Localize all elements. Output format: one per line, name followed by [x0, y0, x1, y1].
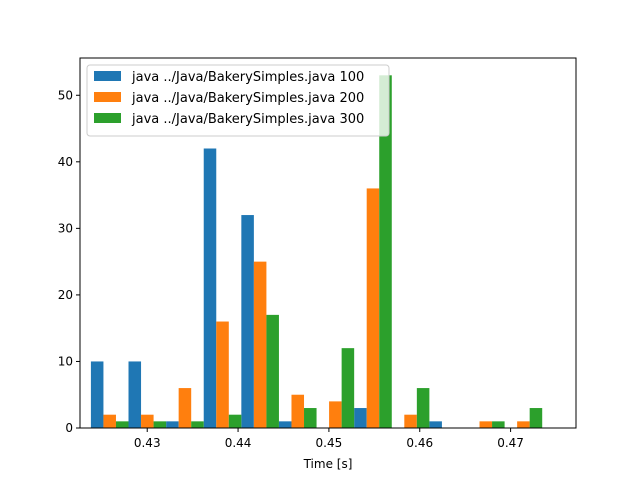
bar-series-2-bin-8 [366, 188, 380, 428]
bar-series-1-bin-6 [278, 421, 292, 428]
bar-series-2-bin-2 [141, 414, 154, 428]
y-tick-label: 0 [65, 421, 73, 435]
bar-series-1-bin-5 [241, 215, 254, 428]
legend-label: java ../Java/BakerySimples.java 300 [131, 112, 364, 127]
bar-series-1-bin-4 [203, 148, 217, 428]
x-tick-label: 0.44 [225, 436, 252, 450]
bar-series-3-bin-2 [153, 421, 167, 428]
y-tick-label: 30 [58, 221, 73, 235]
bar-series-3-bin-5 [266, 314, 279, 428]
y-tick-label: 10 [58, 354, 73, 368]
bar-series-2-bin-12 [517, 421, 530, 428]
x-tick-label: 0.43 [134, 436, 161, 450]
plot-frame [79, 57, 577, 429]
bar-series-1-bin-10 [429, 421, 442, 428]
bar-series-3-bin-7 [341, 348, 355, 428]
bar-series-1-bin-2 [128, 361, 142, 428]
bar-series-3-bin-4 [228, 414, 242, 428]
bar-series-3-bin-9 [416, 388, 430, 428]
bar-series-3-bin-1 [115, 421, 129, 428]
x-tick-label: 0.47 [497, 436, 524, 450]
bars-layer [90, 75, 543, 428]
bar-series-3-bin-6 [304, 408, 317, 428]
bar-series-2-bin-3 [178, 388, 192, 428]
bar-series-2-bin-6 [291, 394, 305, 428]
bar-series-1-bin-1 [90, 361, 104, 428]
y-tick-label: 40 [58, 155, 73, 169]
legend-box [86, 64, 390, 137]
bar-series-3-bin-3 [191, 421, 204, 428]
bar-series-3-bin-8 [379, 75, 392, 428]
bar-series-2-bin-11 [479, 421, 493, 428]
x-tick-label: 0.45 [316, 436, 343, 450]
legend-swatch [94, 71, 121, 81]
bar-series-2-bin-9 [404, 414, 417, 428]
bar-series-1-bin-8 [354, 408, 367, 428]
x-tick-label: 0.46 [406, 436, 433, 450]
y-tick-label: 50 [58, 88, 73, 102]
x-axis-label: Time [s] [303, 457, 353, 471]
legend-label: java ../Java/BakerySimples.java 100 [131, 70, 364, 85]
legend-swatch [94, 92, 121, 102]
legend-swatch [94, 113, 121, 123]
bar-series-2-bin-5 [253, 261, 267, 428]
legend: java ../Java/BakerySimples.java 100 java … [86, 64, 390, 137]
bar-series-3-bin-11 [492, 421, 505, 428]
bar-series-2-bin-7 [329, 401, 342, 428]
y-axis: 0 10 20 30 40 50 [58, 88, 80, 435]
bar-series-2-bin-1 [103, 414, 116, 428]
bar-series-3-bin-12 [529, 408, 543, 428]
bar-series-1-bin-3 [166, 421, 179, 428]
bar-series-2-bin-4 [216, 321, 229, 428]
y-tick-label: 20 [58, 288, 73, 302]
x-axis: 0.43 0.44 0.45 0.46 0.47 [134, 428, 524, 450]
legend-label: java ../Java/BakerySimples.java 200 [131, 91, 364, 106]
